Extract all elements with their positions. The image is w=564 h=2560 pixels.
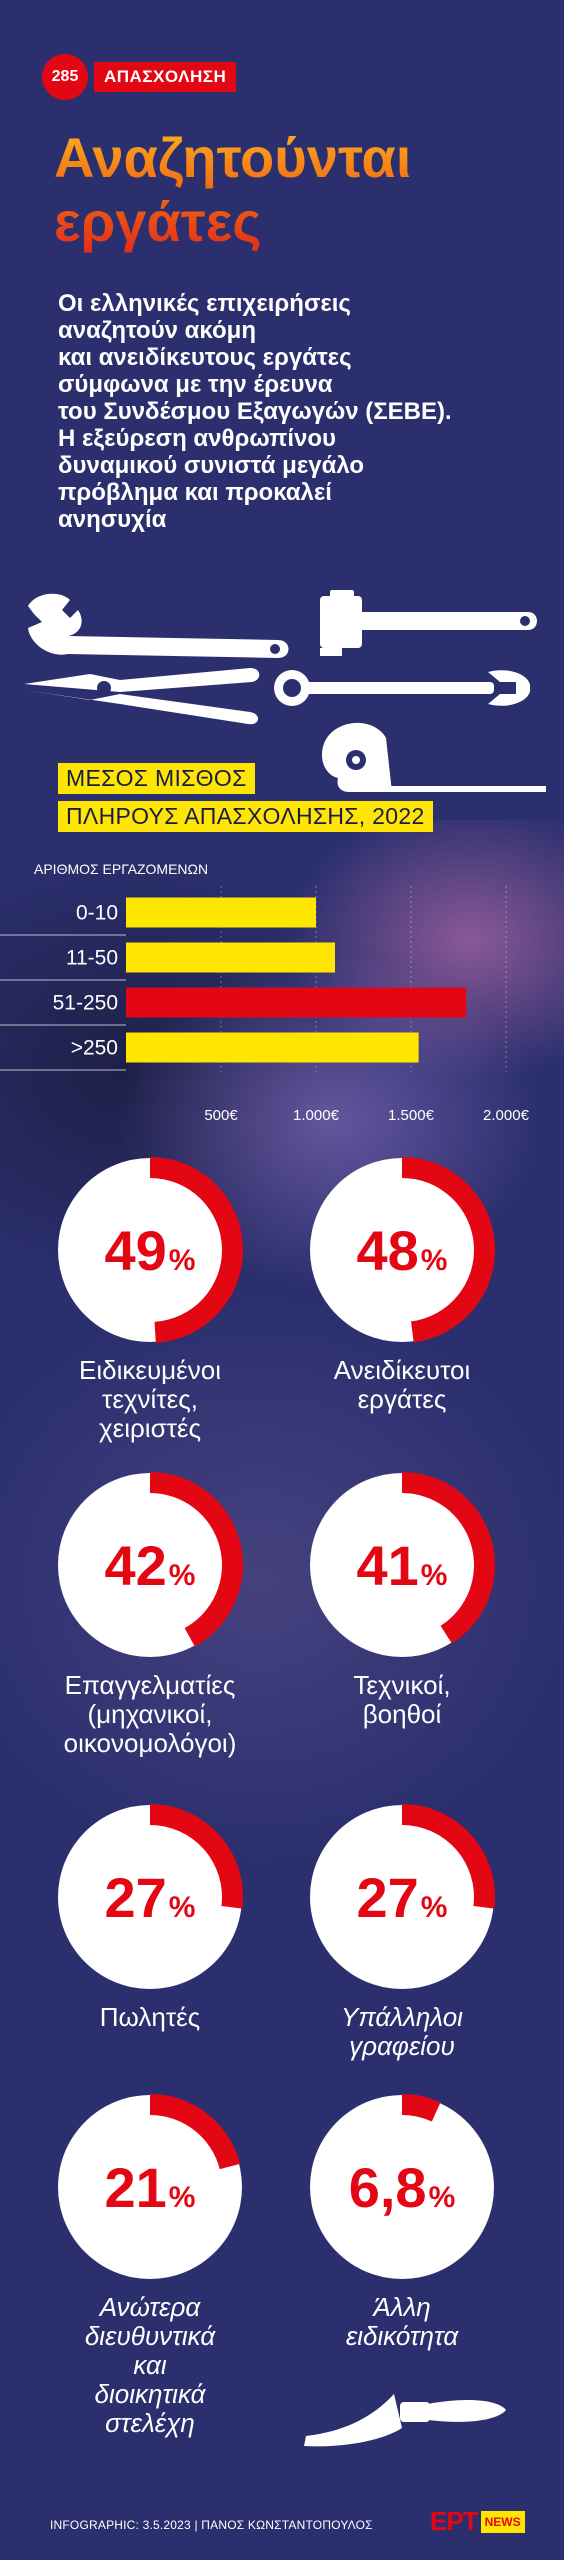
intro-line: Η εξεύρεση ανθρωπίνου bbox=[58, 425, 336, 452]
donut-percent-arc bbox=[402, 1804, 495, 1909]
donut-label-line: Ειδικευμένοι bbox=[79, 1355, 221, 1385]
donut-percent-arc bbox=[150, 1157, 244, 1343]
donut-label-line: γραφείου bbox=[349, 2031, 455, 2061]
donut-label-line: (μηχανικοί, bbox=[87, 1699, 213, 1729]
salary-bar bbox=[126, 1032, 419, 1063]
category-label: 0-10 bbox=[76, 902, 118, 925]
donut-label-line: Επαγγελματίες bbox=[64, 1670, 236, 1700]
infographic-credit: INFOGRAPHIC: 3.5.2023 | ΠΑΝΟΣ ΚΩΝΣΤΑΝΤΟΠ… bbox=[50, 2518, 373, 2532]
section-label: ΑΠΑΣΧΟΛΗΣΗ bbox=[94, 62, 237, 92]
donut-label: Ανώτερα διευθυντικά και διοικητικά στελέχη bbox=[20, 2293, 280, 2438]
donut-label-line: ειδικότητα bbox=[345, 2321, 459, 2351]
donut-base bbox=[310, 2095, 494, 2279]
donut-label-line: οικονομολόγοι) bbox=[63, 1728, 237, 1758]
intro-line: του Συνδέσμου Εξαγωγών (ΣΕΒΕ). bbox=[58, 398, 452, 425]
x-tick-label: 500€ bbox=[204, 1107, 238, 1124]
donut-label-line: στελέχη bbox=[105, 2408, 195, 2438]
donut-value: 21% bbox=[105, 2156, 196, 2219]
donut-percent-arc bbox=[402, 2094, 441, 2122]
donut-label-line: Ανειδίκευτοι bbox=[333, 1355, 471, 1385]
donut-value: 42% bbox=[105, 1534, 196, 1597]
salary-bar bbox=[126, 942, 335, 973]
donut-value: 27% bbox=[105, 1866, 196, 1929]
intro-line: σύμφωνα με την έρευνα bbox=[58, 371, 333, 398]
category-label: >250 bbox=[71, 1037, 118, 1060]
category-label: 51-250 bbox=[53, 992, 118, 1015]
donut-label-line: εργάτες bbox=[357, 1384, 447, 1414]
x-tick-label: 1.000€ bbox=[293, 1107, 340, 1124]
donut-percent-arc bbox=[150, 1804, 243, 1909]
donut-label-line: βοηθοί bbox=[362, 1699, 442, 1729]
pipe-wrench-icon bbox=[320, 590, 537, 656]
donut-label-line: Υπάλληλοι bbox=[341, 2002, 463, 2032]
donut-value: 27% bbox=[357, 1866, 448, 1929]
donut-label-line: διευθυντικά bbox=[84, 2321, 216, 2351]
salary-bar bbox=[126, 987, 467, 1018]
donut-value: 49% bbox=[105, 1219, 196, 1282]
salary-bar bbox=[126, 897, 316, 928]
section-badge: 285 ΑΠΑΣΧΟΛΗΣΗ bbox=[42, 54, 237, 100]
x-tick-label: 2.000€ bbox=[483, 1107, 530, 1124]
donut-label: Επαγγελματίες (μηχανικοί, οικονομολόγοι) bbox=[20, 1671, 280, 1758]
intro-line: δυναμικού συνιστά μεγάλο bbox=[58, 452, 365, 479]
donut-label: Ανειδίκευτοι εργάτες bbox=[272, 1356, 532, 1414]
donut-percent-arc bbox=[150, 1472, 243, 1647]
x-tick-label: 1.500€ bbox=[388, 1107, 435, 1124]
donut-percent-arc bbox=[402, 1472, 495, 1644]
donut-label: Τεχνικοί, βοηθοί bbox=[272, 1671, 532, 1729]
ert-news-logo: ΕΡΤ NEWS bbox=[430, 2506, 525, 2537]
category-label: 11-50 bbox=[66, 947, 118, 970]
intro-line: Οι ελληνικές επιχειρήσεις bbox=[58, 290, 351, 317]
donut-base bbox=[310, 1805, 494, 1989]
logo-badge: NEWS bbox=[480, 2510, 525, 2533]
donut-label: Άλλη ειδικότητα bbox=[272, 2293, 532, 2351]
chart-title-line-1: ΜΕΣΟΣ ΜΙΣΘΟΣ bbox=[58, 763, 255, 794]
intro-text: Οι ελληνικές επιχειρήσεις αναζητούν ακόμ… bbox=[58, 290, 528, 533]
putty-knife-icon bbox=[304, 2394, 506, 2447]
intro-line: και ανειδίκευτους εργάτες bbox=[58, 344, 352, 371]
donut-label-line: Τεχνικοί, bbox=[353, 1670, 451, 1700]
donut-label: Πωλητές bbox=[20, 2003, 280, 2032]
pliers-icon bbox=[24, 668, 260, 725]
intro-line: αναζητούν ακόμη bbox=[58, 317, 257, 344]
salary-bar-chart: ΑΡΙΘΜΟΣ ΕΡΓΑΖΟΜΕΝΩΝ 500€ 1.000€ 1.500€ 2.000… bbox=[0, 861, 530, 1124]
donut-value: 41% bbox=[357, 1534, 448, 1597]
donut-label-line: Πωλητές bbox=[99, 2002, 201, 2032]
donut-percent-arc bbox=[402, 1157, 496, 1343]
chart-title-line-2: ΠΛΗΡΟΥΣ ΑΠΑΣΧΟΛΗΣΗΣ, 2022 bbox=[58, 801, 433, 832]
donut-label-line: και bbox=[133, 2350, 167, 2380]
intro-line: πρόβλημα και προκαλεί bbox=[58, 479, 332, 506]
donut-base bbox=[58, 1473, 242, 1657]
y-axis-label: ΑΡΙΘΜΟΣ ΕΡΓΑΖΟΜΕΝΩΝ bbox=[34, 861, 208, 877]
donut-value: 6,8% bbox=[349, 2156, 456, 2219]
donut-base bbox=[58, 1158, 242, 1342]
intro-line: ανησυχία bbox=[58, 506, 167, 533]
donut-label-line: διοικητικά bbox=[94, 2379, 206, 2409]
donut-label-line: Ανώτερα bbox=[99, 2292, 201, 2322]
tape-measure-icon bbox=[321, 722, 546, 792]
tools-illustration bbox=[24, 590, 546, 792]
donut-base bbox=[310, 1473, 494, 1657]
donut-base bbox=[310, 1158, 494, 1342]
donut-base bbox=[58, 1805, 242, 1989]
donut-label-line: χειριστές bbox=[98, 1413, 202, 1443]
combination-wrench-icon bbox=[274, 670, 531, 706]
donut-label-line: Άλλη bbox=[373, 2292, 431, 2322]
donut-base bbox=[58, 2095, 242, 2279]
donut-value: 48% bbox=[357, 1219, 448, 1282]
donut-percent-arc bbox=[150, 2094, 241, 2170]
donut-label: Ειδικευμένοι τεχνίτες, χειριστές bbox=[20, 1356, 280, 1443]
donut-label-line: τεχνίτες, bbox=[102, 1384, 198, 1414]
logo-text: ΕΡΤ bbox=[430, 2506, 479, 2536]
donut-label: Υπάλληλοι γραφείου bbox=[272, 2003, 532, 2061]
wrench-icon bbox=[28, 593, 289, 658]
issue-number: 285 bbox=[42, 54, 88, 100]
